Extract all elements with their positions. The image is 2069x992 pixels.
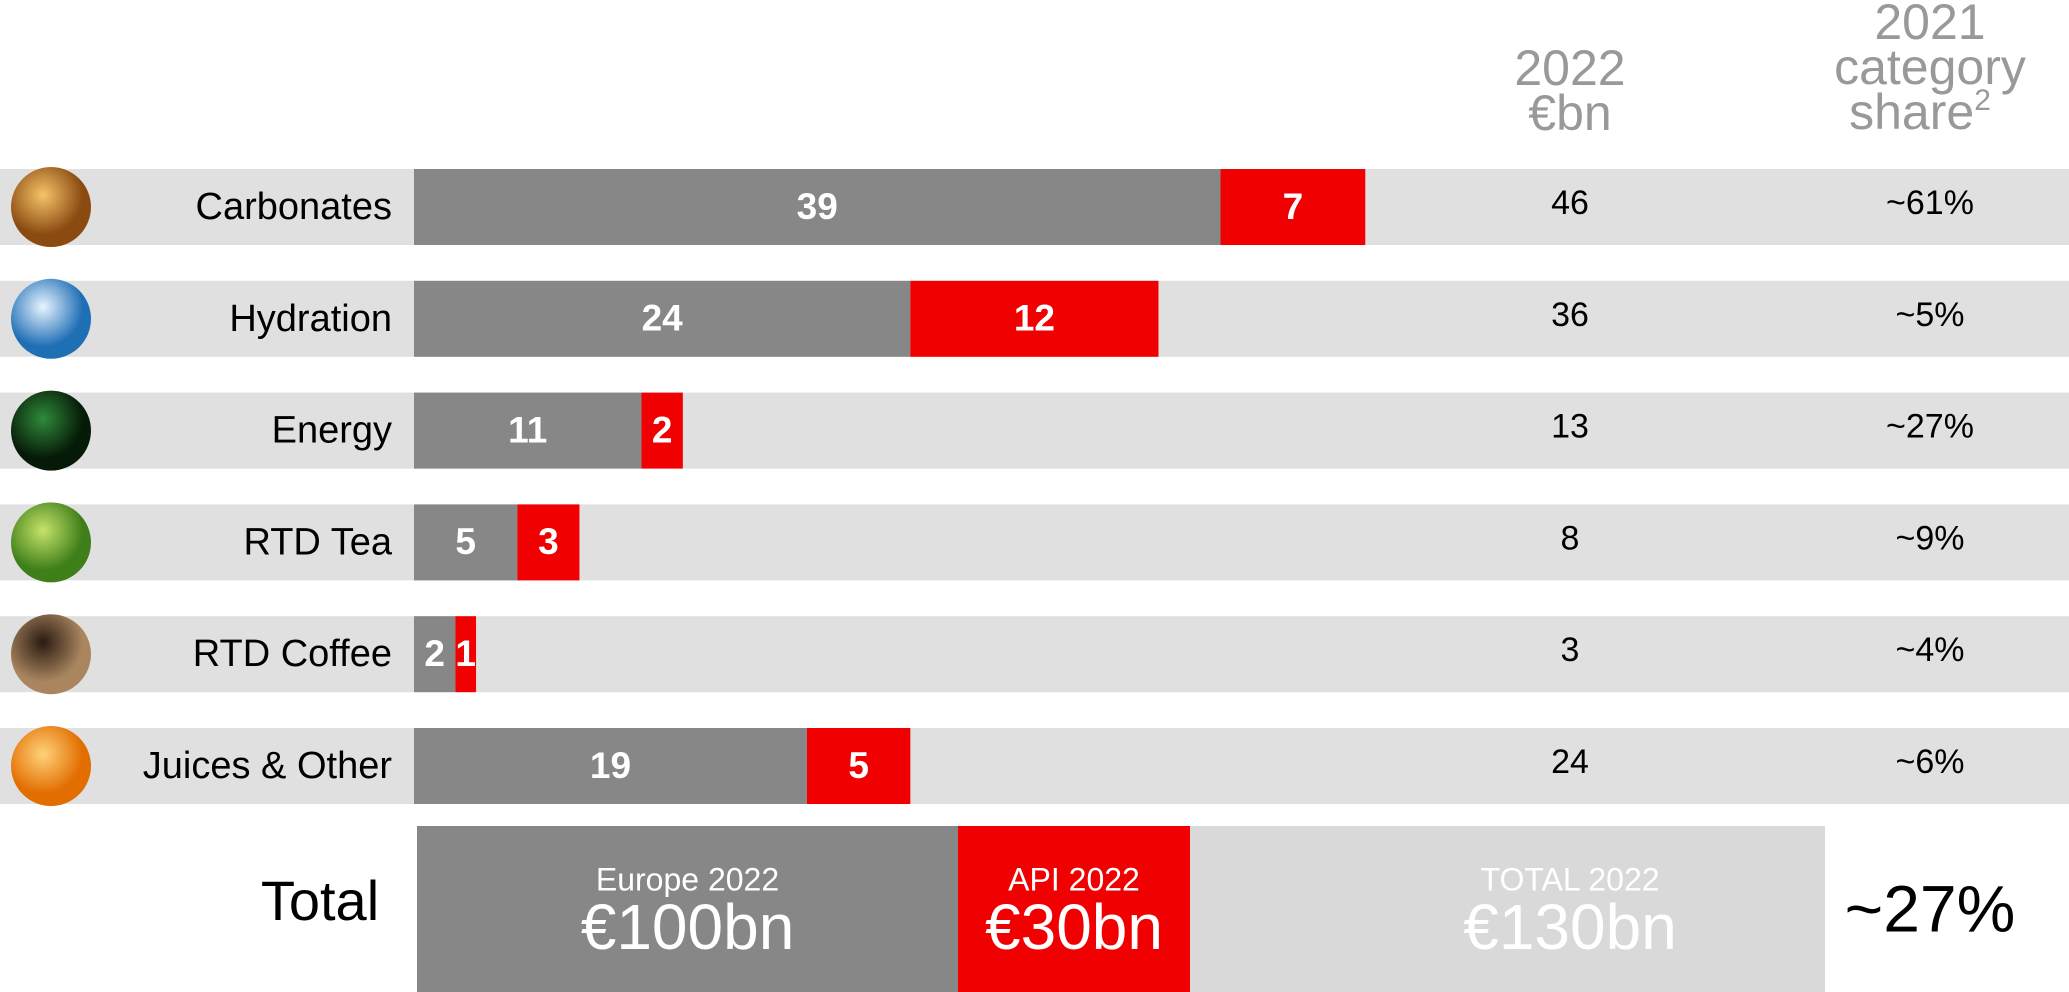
data-label: 7: [1283, 186, 1304, 227]
bar-segment: [414, 169, 1221, 245]
category-share: ~6%: [1896, 743, 1965, 781]
data-label: 5: [848, 745, 869, 786]
bar-segment: [455, 616, 477, 693]
bar-segment: [414, 616, 456, 693]
data-label: 39: [797, 186, 838, 227]
data-label: 3: [538, 521, 559, 562]
category-label: Juices & Other: [143, 745, 393, 787]
data-label: 2: [424, 633, 445, 674]
data-label: 11: [508, 409, 547, 450]
category-label: Carbonates: [196, 186, 392, 228]
column-header: category: [1834, 39, 2026, 95]
grand-total-value: €130bn: [1463, 891, 1677, 963]
bar-segment: [517, 504, 580, 581]
row-total: 13: [1551, 408, 1589, 446]
category-share: ~9%: [1896, 519, 1965, 557]
category-icon: [11, 390, 91, 471]
bar-segment: [1220, 169, 1366, 245]
row-total: 3: [1561, 631, 1580, 669]
category-icon: [11, 278, 91, 359]
category-label: RTD Tea: [243, 521, 392, 563]
total-box-value: €30bn: [985, 891, 1163, 963]
data-label: 2: [652, 409, 673, 450]
row-band: [0, 392, 2069, 469]
category-share: ~27%: [1886, 408, 1974, 446]
total-box-name: Europe 2022: [596, 861, 779, 897]
total-label: Total: [261, 869, 379, 932]
category-share: ~61%: [1886, 184, 1974, 222]
bar-segment: [414, 392, 642, 469]
total-box: [958, 826, 1190, 992]
row-total: 46: [1551, 184, 1589, 222]
bar-segment: [414, 280, 911, 357]
row-band: [0, 504, 2069, 581]
column-header: share2: [1849, 84, 1991, 140]
grand-total-box: [1190, 826, 1825, 992]
footnote-marker: 2: [1974, 84, 1991, 117]
category-share: ~4%: [1896, 631, 1965, 669]
category-label: RTD Coffee: [193, 633, 392, 675]
data-label: 12: [1014, 298, 1055, 339]
row-total: 36: [1551, 296, 1589, 334]
category-label: Energy: [272, 410, 392, 452]
total-box-value: €100bn: [581, 891, 795, 963]
data-label: 1: [455, 633, 476, 674]
total-box: [417, 826, 958, 992]
category-icon: [11, 167, 91, 247]
row-total: 24: [1551, 743, 1589, 781]
row-band: [0, 616, 2069, 693]
column-header: 2021: [1874, 0, 1985, 50]
column-header: 2022: [1514, 40, 1625, 96]
category-icon: [11, 726, 91, 806]
data-label: 19: [590, 745, 631, 786]
grand-total-name: TOTAL 2022: [1480, 861, 1659, 897]
total-share: ~27%: [1845, 871, 2016, 945]
category-icon: [11, 502, 91, 583]
category-icon: [11, 614, 91, 695]
category-label: Hydration: [229, 298, 392, 340]
bar-segment: [414, 504, 518, 581]
category-share: ~5%: [1896, 296, 1965, 334]
row-band: [0, 728, 2069, 804]
bar-segment: [910, 280, 1159, 357]
column-header: €bn: [1528, 85, 1611, 141]
total-box-name: API 2022: [1008, 861, 1140, 897]
bar-segment: [641, 392, 683, 469]
bar-segment: [806, 728, 911, 804]
row-total: 8: [1561, 519, 1580, 557]
data-label: 5: [455, 521, 476, 562]
data-label: 24: [642, 298, 684, 339]
bar-segment: [414, 728, 807, 804]
